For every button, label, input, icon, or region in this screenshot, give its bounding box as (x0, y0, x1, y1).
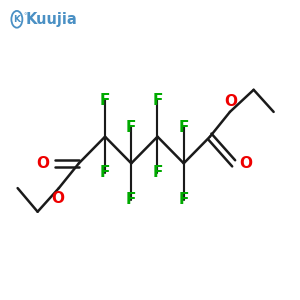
Text: F: F (178, 192, 189, 207)
Text: °: ° (24, 14, 27, 20)
Text: O: O (37, 156, 50, 171)
Text: F: F (100, 165, 110, 180)
Text: F: F (152, 165, 163, 180)
Text: Kuujia: Kuujia (26, 12, 77, 27)
Text: F: F (126, 192, 136, 207)
Text: K: K (14, 15, 20, 24)
Text: F: F (100, 93, 110, 108)
Text: O: O (51, 191, 64, 206)
Text: F: F (152, 93, 163, 108)
Text: O: O (239, 156, 252, 171)
Text: O: O (225, 94, 238, 109)
Text: F: F (178, 120, 189, 135)
Text: F: F (126, 120, 136, 135)
